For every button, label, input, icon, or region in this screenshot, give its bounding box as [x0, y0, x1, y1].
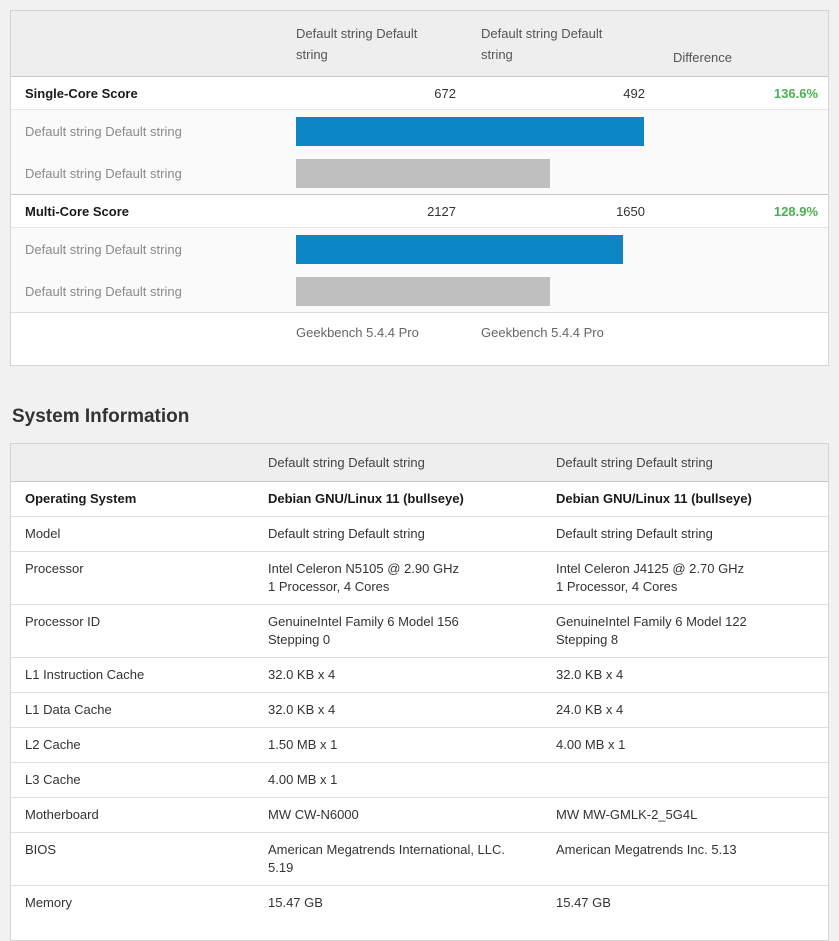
- row-value-system2: 32.0 KB x 4: [556, 667, 624, 682]
- row-value-system1: 15.47 GB: [268, 895, 323, 910]
- column-header-difference: Difference: [673, 50, 733, 65]
- single-core-bar-label-system1: Default string Default string: [25, 123, 182, 139]
- row-label: L2 Cache: [25, 737, 81, 752]
- row-value-system2: [547, 771, 828, 789]
- row-l3-cache: L3 Cache 4.00 MB x 1: [11, 762, 828, 797]
- row-value-system1: American Megatrends International, LLC. …: [268, 842, 506, 875]
- benchmark-footer-spacer: [11, 325, 296, 340]
- row-model: Model Default string Default string Defa…: [11, 516, 828, 551]
- row-value-system2: 4.00 MB x 1: [556, 737, 626, 752]
- row-bios: BIOS American Megatrends International, …: [11, 832, 828, 885]
- benchmark-header-row: Default string Default string Default st…: [11, 11, 828, 76]
- row-label: BIOS: [25, 842, 57, 857]
- row-label: L3 Cache: [25, 772, 81, 787]
- single-core-bar-track-system1: [296, 116, 828, 146]
- benchmark-version-system2: Geekbench 5.4.4 Pro: [481, 325, 604, 340]
- system-info-header-spacer: [11, 455, 259, 470]
- column-header-system2-label: Default string Default string: [481, 26, 603, 62]
- row-value-system2: Intel Celeron J4125 @ 2.70 GHz 1 Process…: [556, 561, 745, 594]
- single-core-score-row: Single-Core Score 672 492 136.6%: [11, 76, 828, 110]
- single-core-difference: 136.6%: [773, 85, 818, 101]
- row-label: Processor ID: [25, 614, 101, 629]
- single-core-metric-label: Single-Core Score: [25, 85, 138, 101]
- benchmark-footer-empty: [667, 325, 828, 340]
- row-processor-id: Processor ID GenuineIntel Family 6 Model…: [11, 604, 828, 657]
- multi-core-bar-label-system1: Default string Default string: [25, 241, 182, 257]
- single-core-score-system2: 492: [623, 85, 645, 101]
- row-memory: Memory 15.47 GB 15.47 GB: [11, 885, 828, 920]
- row-motherboard: Motherboard MW CW-N6000 MW MW-GMLK-2_5G4…: [11, 797, 828, 832]
- row-value-system1: 4.00 MB x 1: [268, 772, 338, 787]
- row-label: Memory: [25, 895, 72, 910]
- row-value-system1: Default string Default string: [268, 526, 425, 541]
- single-core-bar-label-system2: Default string Default string: [25, 165, 182, 181]
- system-information-card: Default string Default string Default st…: [10, 443, 829, 941]
- single-core-bar-track-system2: [296, 158, 828, 188]
- multi-core-bar-system1: [296, 234, 624, 264]
- system-info-column-system2: Default string Default string: [556, 455, 713, 470]
- row-l1-data-cache: L1 Data Cache 32.0 KB x 4 24.0 KB x 4: [11, 692, 828, 727]
- multi-core-bar-track-system2: [296, 276, 828, 306]
- multi-core-bar-row-system2: Default string Default string: [11, 270, 828, 312]
- multi-core-bar-row-system1: Default string Default string: [11, 228, 828, 270]
- multi-core-difference: 128.9%: [773, 203, 818, 219]
- row-label: L1 Data Cache: [25, 702, 112, 717]
- row-value-system2: Debian GNU/Linux 11 (bullseye): [556, 491, 752, 506]
- system-information-heading: System Information: [12, 406, 190, 427]
- single-core-bar-system1: [296, 116, 644, 146]
- row-value-system1: Debian GNU/Linux 11 (bullseye): [268, 491, 464, 506]
- single-core-bar-system2: [296, 158, 550, 188]
- multi-core-bar-system2: [296, 276, 550, 306]
- row-label: L1 Instruction Cache: [25, 667, 145, 682]
- single-core-score-system1: 672: [434, 85, 456, 101]
- row-label: Model: [25, 526, 61, 541]
- benchmark-footer-row: Geekbench 5.4.4 Pro Geekbench 5.4.4 Pro: [11, 312, 828, 365]
- multi-core-bar-track-system1: [296, 234, 828, 264]
- benchmark-comparison-card: Default string Default string Default st…: [10, 10, 829, 366]
- row-value-system2: Default string Default string: [556, 526, 713, 541]
- row-value-system2: GenuineIntel Family 6 Model 122 Stepping…: [556, 614, 747, 647]
- multi-core-score-system2: 1650: [616, 203, 645, 219]
- multi-core-metric-label: Multi-Core Score: [25, 203, 130, 219]
- row-value-system2: 24.0 KB x 4: [556, 702, 624, 717]
- multi-core-bar-label-system2: Default string Default string: [25, 283, 182, 299]
- row-value-system1: MW CW-N6000: [268, 807, 359, 822]
- row-label: Motherboard: [25, 807, 99, 822]
- row-label: Processor: [25, 561, 84, 576]
- multi-core-score-system1: 2127: [427, 203, 456, 219]
- system-info-header-row: Default string Default string Default st…: [11, 444, 828, 481]
- row-operating-system: Operating System Debian GNU/Linux 11 (bu…: [11, 481, 828, 516]
- multi-core-score-row: Multi-Core Score 2127 1650 128.9%: [11, 194, 828, 228]
- row-value-system1: GenuineIntel Family 6 Model 156 Stepping…: [268, 614, 459, 647]
- column-header-system1-label: Default string Default string: [296, 26, 418, 62]
- row-l2-cache: L2 Cache 1.50 MB x 1 4.00 MB x 1: [11, 727, 828, 762]
- row-processor: Processor Intel Celeron N5105 @ 2.90 GHz…: [11, 551, 828, 604]
- system-info-column-system1: Default string Default string: [268, 455, 425, 470]
- row-l1-instruction-cache: L1 Instruction Cache 32.0 KB x 4 32.0 KB…: [11, 657, 828, 692]
- single-core-bar-row-system2: Default string Default string: [11, 152, 828, 194]
- row-value-system1: 32.0 KB x 4: [268, 702, 336, 717]
- row-value-system2: American Megatrends Inc. 5.13: [556, 842, 737, 857]
- single-core-bar-row-system1: Default string Default string: [11, 110, 828, 152]
- benchmark-version-system1: Geekbench 5.4.4 Pro: [296, 325, 419, 340]
- row-value-system1: 32.0 KB x 4: [268, 667, 336, 682]
- column-header-system2: Default string Default string: [481, 23, 667, 65]
- row-value-system1: Intel Celeron N5105 @ 2.90 GHz 1 Process…: [268, 561, 459, 594]
- row-value-system2: MW MW-GMLK-2_5G4L: [556, 807, 698, 822]
- row-value-system1: 1.50 MB x 1: [268, 737, 338, 752]
- column-header-system1: Default string Default string: [296, 23, 481, 65]
- row-value-system2: 15.47 GB: [556, 895, 611, 910]
- row-label: Operating System: [25, 491, 137, 506]
